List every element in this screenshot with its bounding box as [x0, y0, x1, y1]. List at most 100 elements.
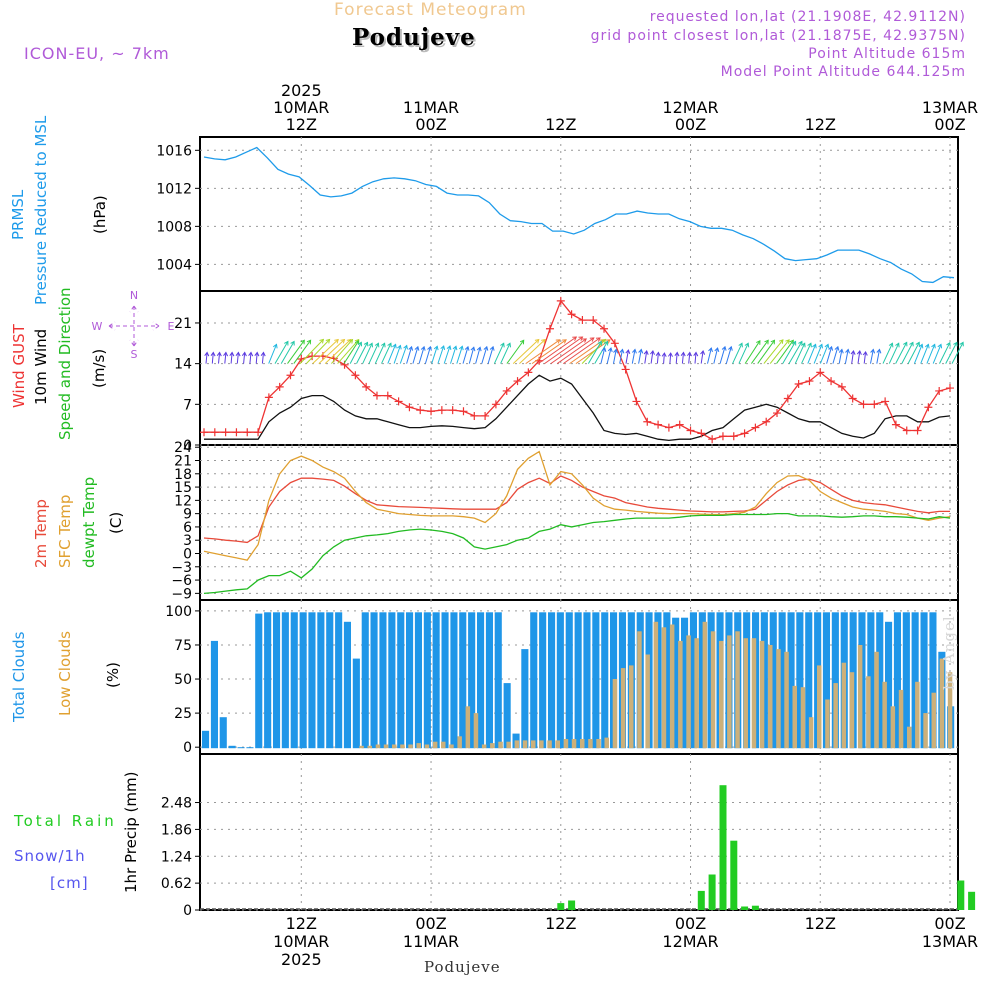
precip-bar — [697, 890, 705, 910]
total-cloud-bar — [219, 717, 227, 749]
wind-arrow-head — [446, 345, 452, 351]
wind-direction-arrow — [920, 344, 929, 364]
total-cloud-bar — [681, 617, 689, 749]
point-altitude: Point Altitude 615m — [808, 46, 966, 62]
wind-arrow-head — [946, 341, 951, 347]
wind-direction-arrow — [205, 352, 208, 364]
total-cloud-bar — [388, 612, 396, 749]
total-cloud-bar — [548, 612, 556, 749]
wind-arrow-head — [667, 352, 673, 357]
gust-marker — [762, 417, 771, 426]
wind-direction-arrow — [261, 352, 264, 364]
gust-marker — [545, 324, 554, 333]
total-cloud-bar — [565, 612, 573, 749]
wind-direction-arrow — [606, 347, 612, 364]
low-cloud-bar — [939, 658, 945, 749]
low-cloud-bar — [629, 665, 634, 749]
low-cloud-bar — [784, 651, 789, 749]
wind-direction-arrow — [368, 343, 379, 364]
wind-arrow-head — [959, 341, 964, 347]
wind-arrow-head — [357, 341, 362, 347]
total-cloud-bar — [902, 612, 910, 749]
wind-arrow-head — [392, 343, 397, 349]
total-cloud-bar — [352, 658, 360, 749]
low-cloud-bar — [359, 745, 364, 749]
wind-direction-arrow — [656, 352, 659, 364]
gust-marker — [243, 428, 252, 437]
wind-direction-arrow — [600, 347, 606, 364]
wind-direction-arrow — [450, 346, 457, 364]
wind-direction-arrow — [374, 343, 386, 364]
low-cloud-bar — [449, 744, 454, 749]
low-cloud-bar — [898, 689, 904, 749]
total-cloud-bar — [592, 612, 600, 749]
wind-arrow-head — [414, 345, 420, 351]
total-cloud-bar — [335, 612, 343, 749]
wind-arrow-head — [728, 345, 733, 351]
wind-arrow-head — [798, 340, 803, 346]
low-cloud-bar — [473, 713, 479, 749]
total-cloud-bar — [787, 612, 795, 749]
low-cloud-bar — [465, 706, 471, 749]
wind-direction-arrow — [255, 352, 258, 364]
wind-arrow-head — [235, 351, 241, 357]
y-tick-label: 2.48 — [161, 796, 192, 812]
gust-marker — [600, 324, 609, 333]
gust-marker — [946, 384, 954, 393]
wind-arrow-head — [895, 342, 900, 348]
gust-marker — [870, 400, 879, 409]
wind-direction-arrow — [870, 349, 874, 364]
low-cloud-bar — [392, 744, 397, 749]
wind-arrow-head — [582, 338, 587, 343]
wind-direction-arrow — [287, 340, 305, 364]
low-cloud-bar — [800, 687, 806, 749]
low-cloud-bar — [604, 737, 609, 749]
wind-direction-arrow — [813, 344, 823, 364]
low-cloud-bar — [792, 685, 797, 749]
low-cloud-bar — [768, 645, 773, 749]
wind-10m-label: 10m Wind — [32, 329, 50, 405]
wind-direction-arrow — [644, 350, 648, 364]
wind-arrow-head — [619, 348, 625, 354]
wind-arrow-head — [273, 343, 278, 349]
wind-arrow-head — [953, 341, 958, 347]
bottom-time-label: 00Z — [934, 914, 965, 933]
total-cloud-bar — [264, 612, 272, 749]
wind-direction-arrow — [763, 339, 784, 364]
wind-direction-arrow — [650, 350, 654, 364]
wind-arrow-head — [589, 337, 595, 342]
total-cloud-bar — [202, 730, 210, 749]
wind-arrow-head — [876, 348, 882, 354]
wind-direction-arrow — [794, 343, 806, 364]
total-cloud-bar — [273, 612, 281, 749]
precip-bar — [568, 900, 576, 910]
wind-direction-arrow — [299, 339, 324, 364]
temp-unit: (C) — [107, 512, 125, 534]
wind-arrow-head — [643, 350, 649, 355]
wind-direction-arrow — [857, 350, 861, 364]
wind-direction-arrow — [939, 342, 951, 364]
low-cloud-bar — [416, 743, 421, 749]
low-cloud-bar — [596, 739, 601, 749]
y-tick-label: 9 — [183, 507, 192, 523]
wind-direction-arrow — [625, 350, 629, 364]
wind-arrow-head — [306, 339, 312, 345]
wind-arrow-head — [241, 351, 247, 357]
wind-arrow-head — [396, 344, 402, 350]
gust-marker — [286, 371, 295, 380]
y-tick-label: 14 — [174, 357, 192, 373]
total-cloud-bar — [494, 612, 502, 749]
wind-direction-arrow — [349, 342, 362, 364]
precip-bar — [957, 880, 965, 910]
wind-arrow-head — [519, 339, 525, 345]
gust-marker — [827, 377, 836, 386]
low-cloud-bar — [571, 739, 577, 749]
wind-arrow-head — [334, 338, 339, 344]
low-cloud-bar — [841, 662, 847, 749]
precip-bar — [730, 840, 738, 910]
wind-direction-arrow — [343, 340, 360, 364]
total-cloud-bar — [317, 612, 325, 749]
wind-arrow-head — [915, 341, 920, 347]
wind-direction-arrow — [506, 340, 525, 364]
wind-arrow-head — [300, 339, 305, 345]
